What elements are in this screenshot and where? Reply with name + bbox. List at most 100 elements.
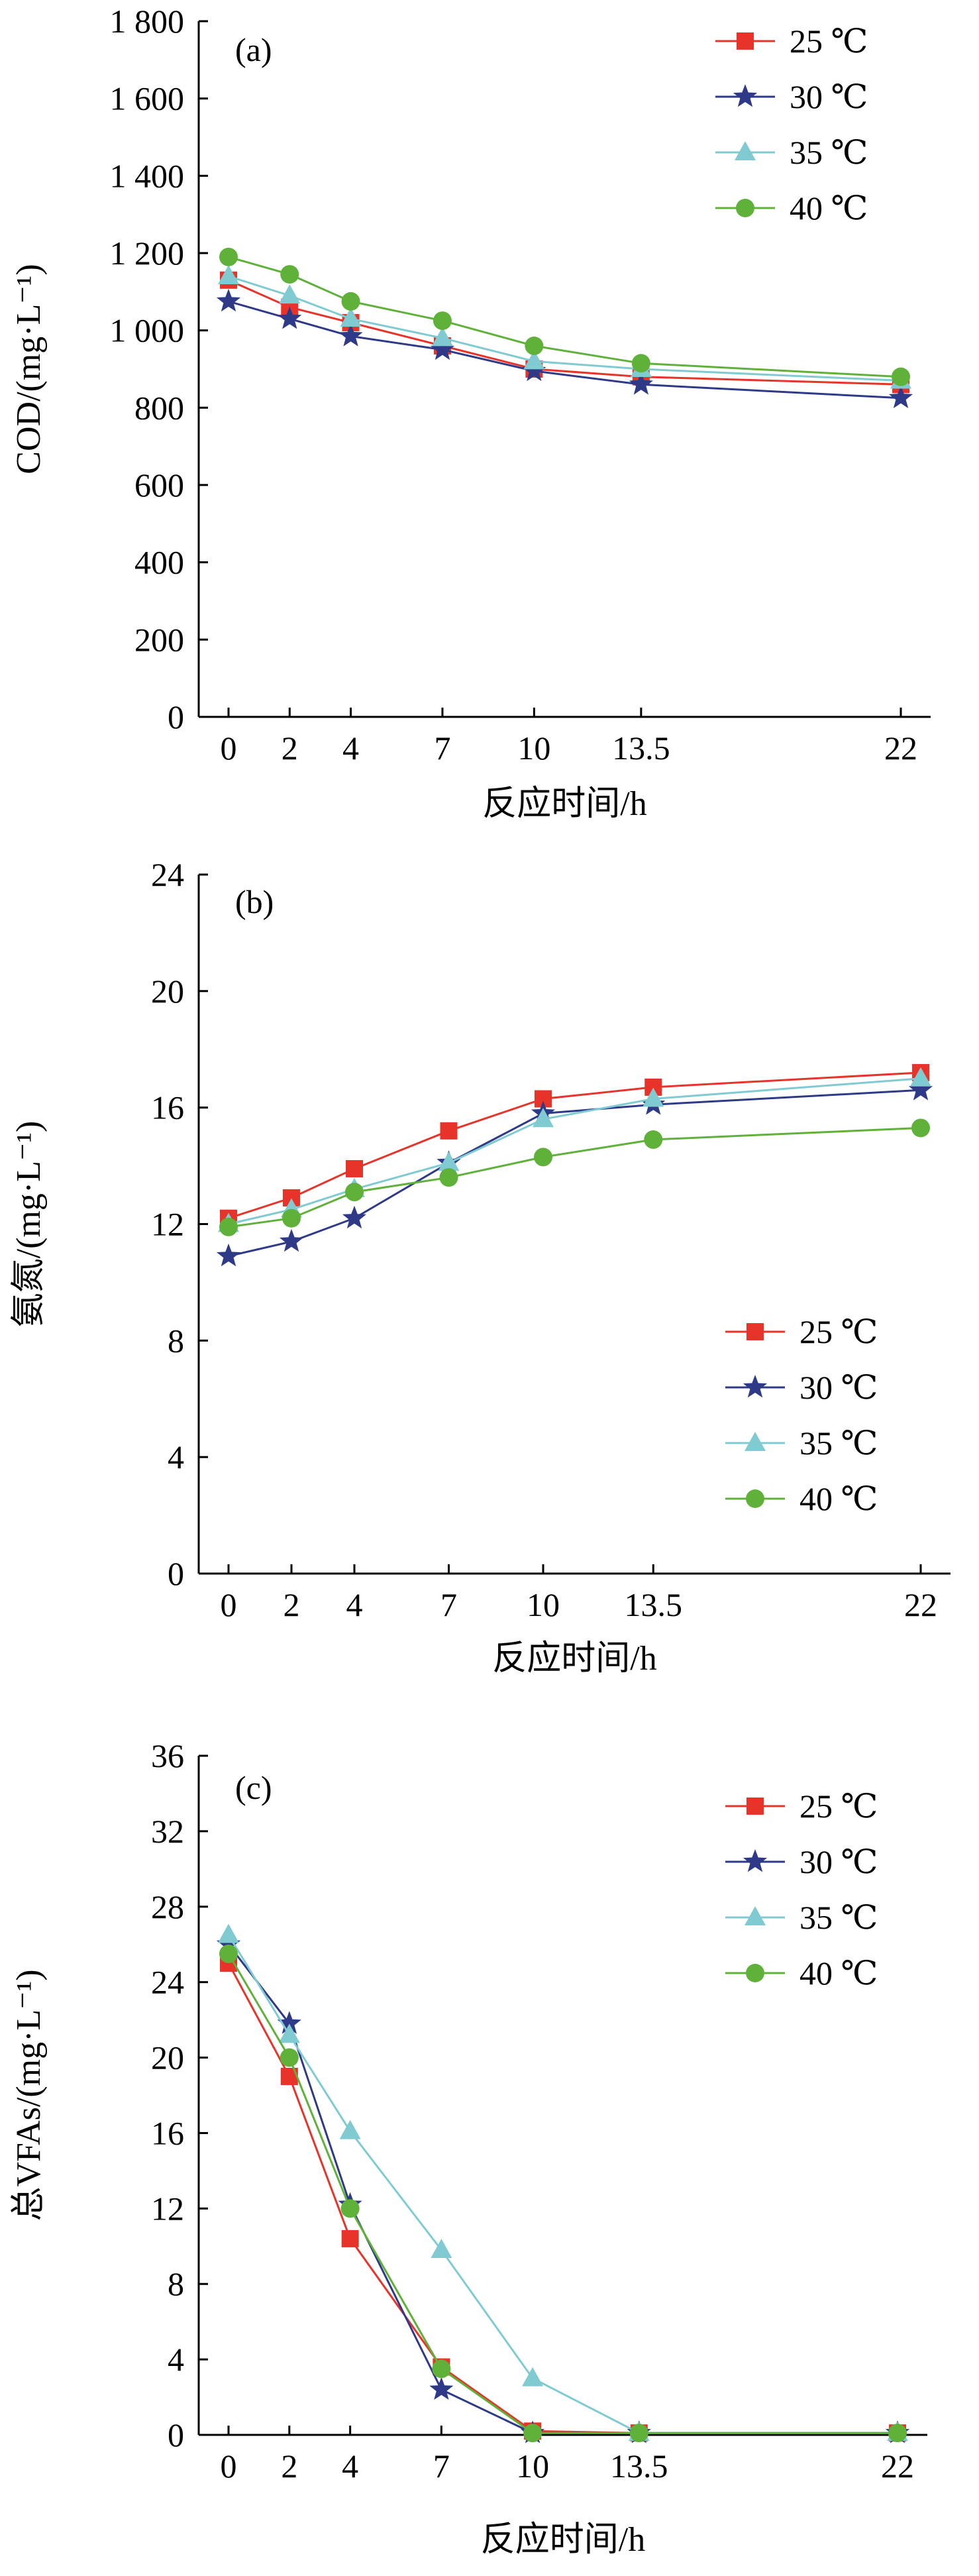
series-line	[227, 1953, 898, 2434]
legend-marker	[746, 1489, 764, 1508]
data-point	[433, 311, 452, 331]
series-4	[219, 247, 910, 386]
legend-entry-label: 25 ℃	[799, 1313, 878, 1350]
data-point	[216, 1931, 241, 1955]
x-tick-label: 13.5	[625, 1586, 683, 1623]
x-tick-label: 0	[221, 2447, 237, 2485]
y-tick-label: 400	[134, 544, 184, 581]
legend-entry-label: 40 ℃	[799, 1480, 878, 1517]
data-point	[631, 354, 650, 373]
legend-marker	[743, 1849, 768, 1872]
data-point	[339, 2120, 361, 2139]
data-point	[522, 358, 546, 382]
x-tick-label: 2	[283, 1586, 300, 1623]
y-tick-label: 12	[151, 2190, 184, 2227]
y-tick-label: 8	[168, 1322, 184, 1359]
panel-label: (b)	[235, 883, 274, 920]
y-tick-label: 32	[151, 1813, 184, 1850]
data-point	[525, 337, 544, 355]
x-tick-label: 0	[221, 1586, 237, 1623]
x-tick-label: 2	[282, 729, 298, 767]
data-point	[280, 2048, 299, 2067]
y-tick-label: 1 400	[110, 157, 185, 194]
legend-entry-label: 30 ℃	[790, 78, 868, 115]
data-point	[431, 327, 453, 347]
data-point	[911, 1118, 930, 1138]
data-point	[629, 2424, 648, 2443]
data-point	[629, 372, 653, 395]
legend-marker	[736, 199, 754, 217]
panel-label: (c)	[235, 1769, 272, 1806]
series-line	[228, 1126, 921, 1228]
data-point	[216, 1243, 241, 1267]
y-tick-label: 1 800	[110, 3, 185, 40]
x-axis-title: 反应时间/h	[492, 1640, 656, 1678]
y-tick-label: 16	[151, 1089, 184, 1126]
data-point	[218, 265, 239, 284]
x-tick-label: 0	[221, 729, 237, 767]
data-point	[644, 1130, 663, 1150]
legend-marker	[735, 141, 756, 160]
legend-marker	[733, 84, 758, 107]
y-tick-label: 24	[151, 856, 184, 893]
legend-entry-label: 25 ℃	[790, 23, 868, 60]
y-tick-label: 1 600	[110, 80, 185, 117]
x-tick-label: 10	[517, 729, 550, 767]
data-point	[282, 1208, 301, 1228]
x-tick-label: 13.5	[610, 2447, 668, 2485]
data-point	[279, 284, 301, 304]
x-tick-label: 4	[342, 729, 359, 767]
x-tick-label: 22	[904, 1586, 937, 1623]
series-3	[218, 1923, 908, 2442]
data-point	[534, 1148, 552, 1167]
y-tick-label: 0	[168, 2416, 184, 2453]
x-tick-label: 7	[434, 729, 450, 767]
data-point	[522, 2367, 544, 2387]
y-tick-label: 20	[151, 973, 184, 1010]
series-4	[219, 1118, 930, 1236]
legend-marker	[747, 1323, 764, 1340]
data-point	[432, 2359, 451, 2379]
y-tick-label: 1 200	[110, 235, 185, 272]
data-point	[338, 323, 363, 347]
data-point	[888, 385, 913, 409]
data-point	[346, 1159, 363, 1177]
data-point	[523, 350, 545, 370]
y-tick-label: 200	[134, 621, 184, 658]
data-point	[910, 1067, 931, 1087]
data-point	[279, 1228, 304, 1252]
data-point	[892, 367, 910, 386]
x-tick-label: 22	[881, 2447, 914, 2485]
x-tick-label: 2	[281, 2447, 297, 2485]
data-point	[439, 1168, 458, 1187]
x-tick-label: 7	[433, 2447, 450, 2485]
data-point	[340, 307, 362, 327]
series-2	[216, 1077, 933, 1267]
y-tick-label: 8	[168, 2265, 184, 2302]
series-1	[220, 1955, 906, 2442]
y-tick-label: 20	[151, 2039, 184, 2076]
data-point	[341, 292, 360, 311]
legend-entry-label: 40 ℃	[790, 189, 868, 227]
y-tick-label: 1 000	[110, 312, 185, 349]
data-point	[342, 1205, 367, 1229]
y-tick-label: 28	[151, 1888, 184, 1925]
data-point	[438, 1152, 460, 1171]
x-tick-label: 10	[516, 2447, 549, 2485]
series-2	[216, 288, 913, 409]
x-tick-label: 10	[527, 1586, 560, 1623]
legend-entry-label: 35 ℃	[799, 1424, 878, 1462]
legend-marker	[745, 1432, 766, 1451]
y-tick-label: 36	[151, 1737, 184, 1774]
legend-entry-label: 30 ℃	[799, 1843, 878, 1880]
chart-panel-1: 0 200 400 600 800 1 000 1 200 1 400 1 600 1 800 0 2…	[10, 3, 931, 823]
legend-entry-label: 25 ℃	[799, 1788, 878, 1825]
legend-marker	[747, 1798, 764, 1815]
series-3	[218, 1067, 931, 1232]
data-point	[440, 1122, 458, 1140]
series-3	[218, 265, 911, 389]
series-line	[228, 300, 902, 400]
data-point	[429, 2377, 454, 2400]
